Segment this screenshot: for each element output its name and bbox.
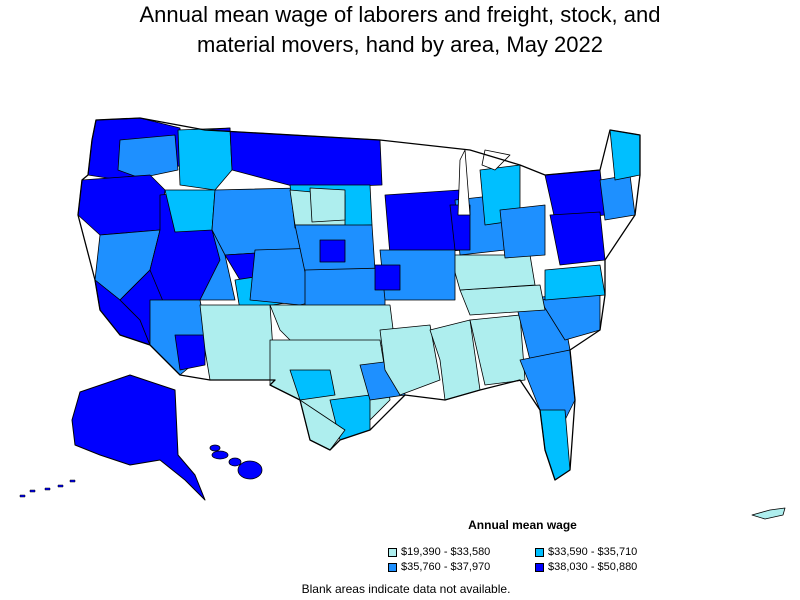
region-pennsylvania-nj [549,211,606,266]
conterminous-us-outline [77,117,641,481]
region-texas-west-city [289,369,336,401]
region-kansas [304,267,386,311]
legend-swatch-bin-4 [535,562,544,572]
legend-title: Annual mean wage [468,518,577,532]
region-new-mexico [199,304,276,381]
region-hawaii-island [228,457,242,467]
region-new-england-south [599,174,636,221]
region-lincoln [319,239,346,263]
map-outlines [77,117,641,481]
region-montana [204,127,383,189]
region-aleutian-island [69,479,76,483]
region-aleutian-island [19,494,26,498]
map-regions [19,117,786,520]
region-aleutian-island [57,484,64,488]
legend-label-bin-2: $33,590 - $35,710 [548,546,638,558]
region-arkansas-louisiana [379,324,441,396]
legend-label-bin-4: $38,030 - $50,880 [548,561,638,573]
region-puerto-rico [751,507,786,520]
region-alabama [469,314,526,386]
region-hawaii-island [211,450,229,460]
legend-item-bin-2: $33,590 - $35,710 [535,546,637,558]
region-maine [609,129,641,181]
legend-item-bin-3: $35,760 - $37,970 [388,561,490,573]
legend-item-bin-1: $19,390 - $33,580 [388,546,490,558]
legend-swatch-bin-1 [388,547,397,557]
region-north-dakota-west [309,187,346,223]
region-phoenix [174,334,206,371]
region-virginia-south [544,264,606,301]
region-kansas-city [374,264,401,291]
data-availability-note: Blank areas indicate data not available. [301,582,511,596]
legend-swatch-bin-3 [388,562,397,572]
region-hawaii-island [209,444,221,452]
region-aleutian-island [44,487,51,491]
region-kentucky [449,254,536,291]
legend-label-bin-3: $35,760 - $37,970 [401,561,491,573]
legend-swatch-bin-2 [535,547,544,557]
map-title-line-1: Annual mean wage of laborers and freight… [139,2,661,27]
great-lake [457,149,471,216]
region-aleutian-island [29,489,36,493]
region-hawaii-island [237,460,263,480]
map-title-line-2: material movers, hand by area, May 2022 [197,32,603,57]
region-idaho-north [177,127,233,191]
region-ohio [499,204,546,259]
region-utah [199,229,236,301]
legend-item-bin-4: $38,030 - $50,880 [535,561,637,573]
region-inland-washington [117,134,179,179]
region-oregon [77,174,166,236]
region-alaska [71,374,206,501]
map-title: Annual mean wage of laborers and freight… [0,0,800,60]
legend-label-bin-1: $19,390 - $33,580 [401,546,491,558]
great-lake [481,149,511,171]
